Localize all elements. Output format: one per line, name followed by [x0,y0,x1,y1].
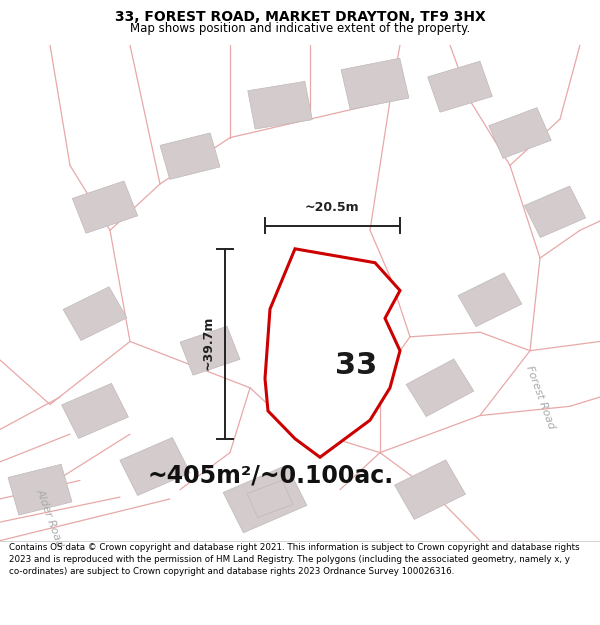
Text: 33: 33 [335,351,377,380]
Polygon shape [62,383,128,439]
Polygon shape [73,181,137,233]
Text: Forest Road: Forest Road [524,364,556,430]
Text: ~20.5m: ~20.5m [305,201,359,214]
Text: ~39.7m: ~39.7m [202,316,215,371]
Text: Contains OS data © Crown copyright and database right 2021. This information is : Contains OS data © Crown copyright and d… [9,543,580,576]
Polygon shape [248,81,312,129]
Polygon shape [63,287,127,341]
Polygon shape [489,107,551,158]
Polygon shape [524,186,586,238]
Polygon shape [265,249,400,458]
Polygon shape [8,464,72,515]
Polygon shape [292,388,349,434]
Polygon shape [428,61,493,112]
Polygon shape [120,438,190,496]
Polygon shape [160,133,220,179]
Text: ~405m²/~0.100ac.: ~405m²/~0.100ac. [148,464,394,488]
Text: Alder Road: Alder Road [35,487,65,548]
Polygon shape [395,460,466,519]
Polygon shape [247,481,293,518]
Polygon shape [223,465,307,532]
Text: Map shows position and indicative extent of the property.: Map shows position and indicative extent… [130,22,470,35]
Polygon shape [341,58,409,109]
Text: 33, FOREST ROAD, MARKET DRAYTON, TF9 3HX: 33, FOREST ROAD, MARKET DRAYTON, TF9 3HX [115,10,485,24]
Polygon shape [406,359,474,416]
Polygon shape [458,273,522,327]
Polygon shape [180,326,240,375]
